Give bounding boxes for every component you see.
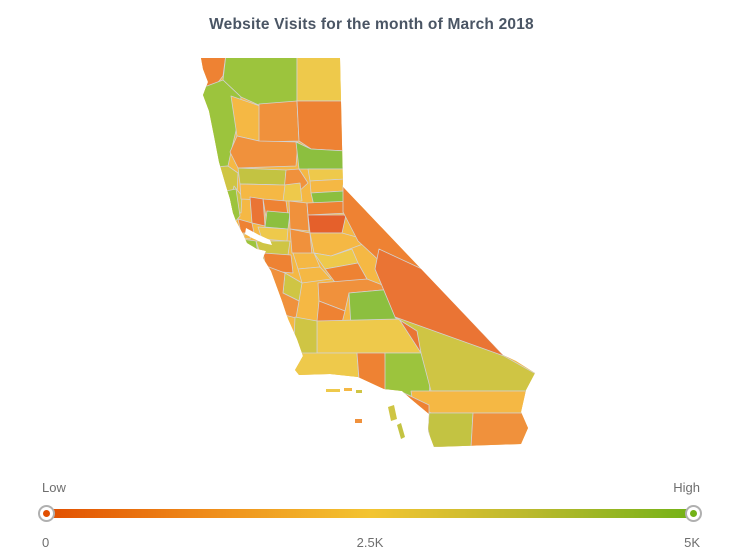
county-glenn[interactable] [237,167,287,186]
county-napa[interactable] [249,196,266,227]
county-imperial[interactable] [470,412,530,448]
gradient-legend: Low High 0 2.5K 5K [38,480,702,556]
legend-ticks: 0 2.5K 5K [40,535,700,553]
channel-island [344,388,352,391]
county-sanjoaquin[interactable] [289,228,313,256]
county-sandiego[interactable] [427,412,474,448]
county-lassen[interactable] [296,100,347,152]
channel-island [326,389,340,392]
legend-min-knob [38,505,55,522]
county-sanmateo[interactable] [240,238,259,258]
legend-tick-mid: 2.5K [356,535,384,550]
county-merced[interactable] [297,266,332,284]
legend-gradient-bar [44,509,696,518]
page-title: Website Visits for the month of March 20… [209,16,534,33]
county-sacramento[interactable] [288,200,310,232]
legend-tick-min: 0 [42,535,50,550]
legend-low-label: Low [42,480,66,495]
county-colusa[interactable] [239,183,286,202]
channel-island [388,405,397,421]
county-calaveras[interactable] [307,214,347,234]
county-solano[interactable] [264,210,291,230]
county-ventura[interactable] [356,352,388,394]
channel-island [355,419,362,423]
legend-max-dot-icon [690,510,697,517]
county-santabarbara[interactable] [292,352,360,382]
legend-max-knob [685,505,702,522]
legend-high-label: High [673,480,700,495]
channel-island [397,423,405,439]
channel-island [356,390,362,393]
county-modoc[interactable] [296,54,347,102]
county-mariposa[interactable] [313,248,359,270]
county-tuolumne[interactable] [309,232,372,257]
legend-min-dot-icon [43,510,50,517]
county-alameda[interactable] [255,240,291,256]
county-shasta[interactable] [258,100,300,143]
legend-tick-max: 5K [684,535,700,550]
san-francisco-bay [245,228,272,245]
channel-islands-layer [326,388,405,439]
